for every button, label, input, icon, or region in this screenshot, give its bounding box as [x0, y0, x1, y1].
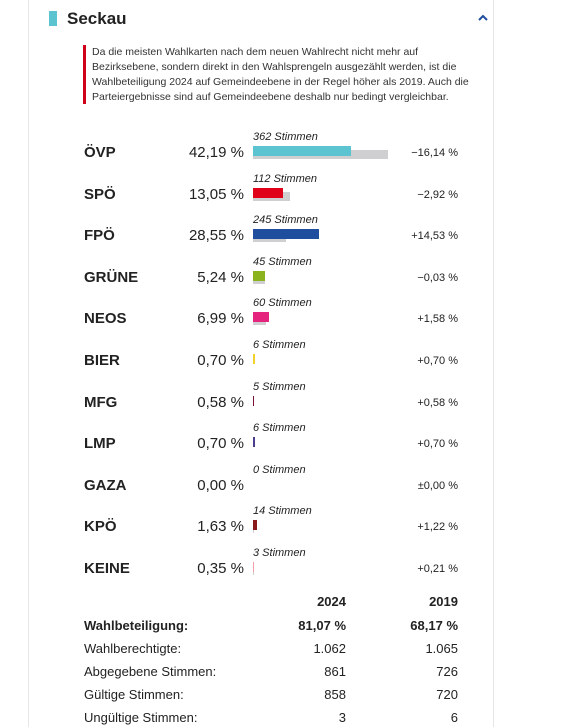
party-votes: 112 Stimmen [253, 172, 317, 185]
party-percent: 5,24 % [197, 268, 244, 286]
party-percent: 42,19 % [188, 144, 244, 161]
column-header: 2024 [317, 594, 346, 609]
party-name: SPÖ [84, 185, 116, 203]
bar-2024 [253, 354, 255, 364]
party-name: MFG [84, 393, 118, 411]
row-label: Wahlbeteiligung: [84, 618, 189, 633]
party-percent: 0,00 % [197, 476, 244, 494]
party-votes: 6 Stimmen [253, 339, 306, 351]
party-change: +1,22 % [417, 521, 458, 534]
row-value: 1.065 [425, 641, 458, 656]
party-name: BIER [84, 352, 120, 369]
party-percent: 0,70 % [197, 435, 244, 453]
column-header: 2019 [429, 594, 458, 609]
bar-2024 [253, 187, 284, 198]
party-change: ±0,00 % [417, 479, 458, 492]
row-label: Wahlberechtigte: [84, 641, 182, 656]
party-name: GRÜNE [84, 268, 139, 286]
party-change: −16,14 % [411, 147, 458, 159]
row-value: 861 [324, 664, 346, 679]
bar-2024 [253, 270, 266, 281]
collapse-toggle[interactable] [477, 13, 489, 23]
row-label: Abgegebene Stimmen: [84, 664, 217, 679]
bar-2024 [253, 562, 254, 572]
bar-2024 [253, 520, 257, 531]
header-marker [49, 11, 57, 26]
row-value: 81,07 % [298, 618, 346, 633]
notice-line: Bezirksebene, sondern direkt in den Wahl… [92, 61, 457, 73]
bar-2024 [253, 229, 320, 240]
party-votes: 14 Stimmen [253, 505, 312, 518]
panel-border [28, 0, 29, 727]
party-name: GAZA [84, 476, 127, 494]
notice-line: Wahlbeteiligung 2024 auf Gemeindeebene i… [92, 76, 469, 88]
party-change: +0,70 % [417, 438, 458, 451]
party-percent: 28,55 % [188, 227, 244, 245]
party-change: −2,92 % [417, 188, 458, 201]
row-value: 720 [436, 687, 458, 702]
party-change: +14,53 % [411, 230, 458, 243]
party-percent: 0,58 % [197, 393, 244, 411]
row-value: 858 [324, 687, 346, 702]
bar-2024 [253, 146, 351, 156]
notice-line: Da die meisten Wahlkarten nach dem neuen… [92, 46, 419, 58]
party-percent: 13,05 % [188, 185, 244, 203]
party-votes: 362 Stimmen [253, 131, 318, 143]
party-change: +1,58 % [417, 313, 458, 326]
party-votes: 5 Stimmen [253, 380, 306, 393]
party-votes: 3 Stimmen [253, 547, 306, 559]
panel-border [493, 0, 494, 727]
party-change: +0,58 % [417, 396, 458, 409]
party-percent: 1,63 % [197, 518, 244, 536]
party-name: FPÖ [84, 227, 115, 245]
header-title: Seckau [67, 9, 127, 28]
row-value: 3 [338, 710, 346, 725]
party-votes: 245 Stimmen [253, 214, 318, 227]
notice-bar [83, 45, 86, 104]
party-percent: 6,99 % [197, 310, 244, 328]
bar-2024 [253, 437, 255, 448]
party-change: +0,21 % [417, 563, 458, 575]
row-value: 6 [450, 710, 458, 725]
party-name: LMP [84, 435, 116, 453]
party-change: +0,70 % [417, 355, 458, 367]
row-value: 1.062 [313, 641, 346, 656]
party-name: ÖVP [84, 144, 116, 161]
bar-2024 [253, 312, 270, 323]
party-change: −0,03 % [417, 271, 458, 284]
party-votes: 60 Stimmen [253, 297, 312, 310]
party-votes: 6 Stimmen [253, 422, 306, 435]
row-label: Gültige Stimmen: [84, 687, 184, 702]
bar-2024 [253, 395, 255, 406]
party-votes: 0 Stimmen [253, 463, 306, 476]
party-name: KEINE [84, 560, 130, 577]
party-percent: 0,35 % [197, 560, 244, 577]
party-votes: 45 Stimmen [253, 255, 312, 268]
notice-line: Parteiergebnisse sind auf Gemeindeebene … [92, 91, 449, 103]
row-value: 68,17 % [410, 618, 458, 633]
row-value: 726 [436, 664, 458, 679]
party-percent: 0,70 % [197, 352, 244, 369]
notice: Da die meisten Wahlkarten nach dem neuen… [92, 45, 469, 105]
party-name: KPÖ [84, 518, 117, 536]
row-label: Ungültige Stimmen: [84, 710, 198, 725]
party-name: NEOS [84, 310, 127, 328]
